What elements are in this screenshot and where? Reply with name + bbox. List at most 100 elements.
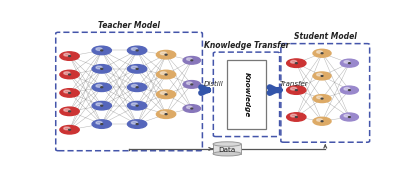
Circle shape [68, 129, 71, 130]
Circle shape [317, 73, 322, 76]
Circle shape [136, 50, 138, 51]
Circle shape [92, 101, 111, 110]
Circle shape [156, 110, 176, 118]
Circle shape [101, 68, 103, 69]
Circle shape [321, 98, 323, 99]
Text: Transfer: Transfer [280, 81, 308, 87]
Circle shape [96, 121, 102, 124]
Circle shape [96, 48, 102, 50]
Circle shape [60, 125, 79, 134]
Circle shape [287, 86, 306, 94]
Circle shape [156, 70, 176, 79]
Circle shape [68, 111, 71, 112]
Circle shape [64, 90, 70, 93]
Circle shape [156, 50, 176, 59]
Circle shape [68, 74, 71, 75]
Text: Knowledge: Knowledge [244, 72, 249, 117]
Circle shape [313, 117, 331, 125]
Circle shape [290, 114, 297, 117]
Text: Knowledge Transfer: Knowledge Transfer [204, 41, 289, 50]
Text: Teacher Model: Teacher Model [98, 21, 160, 30]
Circle shape [165, 74, 167, 75]
Circle shape [344, 114, 350, 117]
Circle shape [127, 120, 147, 128]
Circle shape [340, 113, 359, 121]
Circle shape [183, 81, 200, 88]
Circle shape [344, 88, 350, 90]
Circle shape [287, 113, 306, 121]
Ellipse shape [213, 142, 241, 146]
Circle shape [92, 83, 111, 91]
Circle shape [136, 87, 138, 88]
Circle shape [295, 90, 297, 91]
Circle shape [183, 56, 200, 64]
Circle shape [60, 107, 79, 116]
Circle shape [313, 72, 331, 80]
Circle shape [127, 46, 147, 55]
Circle shape [160, 52, 166, 55]
Circle shape [313, 49, 331, 57]
Circle shape [191, 60, 193, 61]
Circle shape [136, 124, 138, 125]
Circle shape [127, 83, 147, 91]
Circle shape [131, 121, 137, 124]
Circle shape [131, 103, 137, 106]
Circle shape [340, 59, 359, 67]
Circle shape [136, 68, 138, 69]
Circle shape [64, 72, 70, 75]
Circle shape [290, 87, 297, 90]
Text: Data: Data [219, 147, 236, 153]
Circle shape [187, 58, 192, 60]
Circle shape [165, 114, 167, 115]
Circle shape [96, 84, 102, 87]
Circle shape [321, 53, 323, 54]
Circle shape [92, 65, 111, 73]
Text: Distill: Distill [204, 81, 223, 87]
Circle shape [131, 66, 137, 69]
Circle shape [349, 90, 350, 91]
Text: Student Model: Student Model [294, 32, 357, 41]
Circle shape [60, 52, 79, 60]
Circle shape [340, 86, 359, 94]
Circle shape [317, 96, 322, 99]
Circle shape [101, 50, 103, 51]
Circle shape [165, 54, 167, 55]
Circle shape [131, 48, 137, 50]
Circle shape [321, 121, 323, 122]
Circle shape [92, 120, 111, 128]
Circle shape [187, 82, 192, 84]
Circle shape [127, 65, 147, 73]
Circle shape [101, 105, 103, 106]
Circle shape [160, 72, 166, 75]
Circle shape [136, 105, 138, 106]
Circle shape [165, 94, 167, 95]
Circle shape [92, 46, 111, 55]
Circle shape [60, 70, 79, 79]
Circle shape [313, 95, 331, 102]
Circle shape [64, 109, 70, 111]
Circle shape [101, 124, 103, 125]
Ellipse shape [213, 151, 241, 156]
Circle shape [317, 51, 322, 53]
Circle shape [183, 105, 200, 112]
FancyBboxPatch shape [227, 60, 266, 129]
Circle shape [160, 92, 166, 94]
Circle shape [187, 106, 192, 109]
Circle shape [96, 103, 102, 106]
Bar [213, 144, 241, 154]
Circle shape [321, 75, 323, 76]
Circle shape [127, 101, 147, 110]
Circle shape [131, 84, 137, 87]
Circle shape [295, 63, 297, 64]
Circle shape [60, 89, 79, 97]
Circle shape [101, 87, 103, 88]
Circle shape [344, 61, 350, 63]
Circle shape [64, 127, 70, 130]
Circle shape [96, 66, 102, 69]
Circle shape [191, 84, 193, 85]
Circle shape [290, 61, 297, 63]
Circle shape [64, 53, 70, 56]
Circle shape [191, 108, 193, 109]
Circle shape [160, 112, 166, 114]
Circle shape [287, 59, 306, 67]
